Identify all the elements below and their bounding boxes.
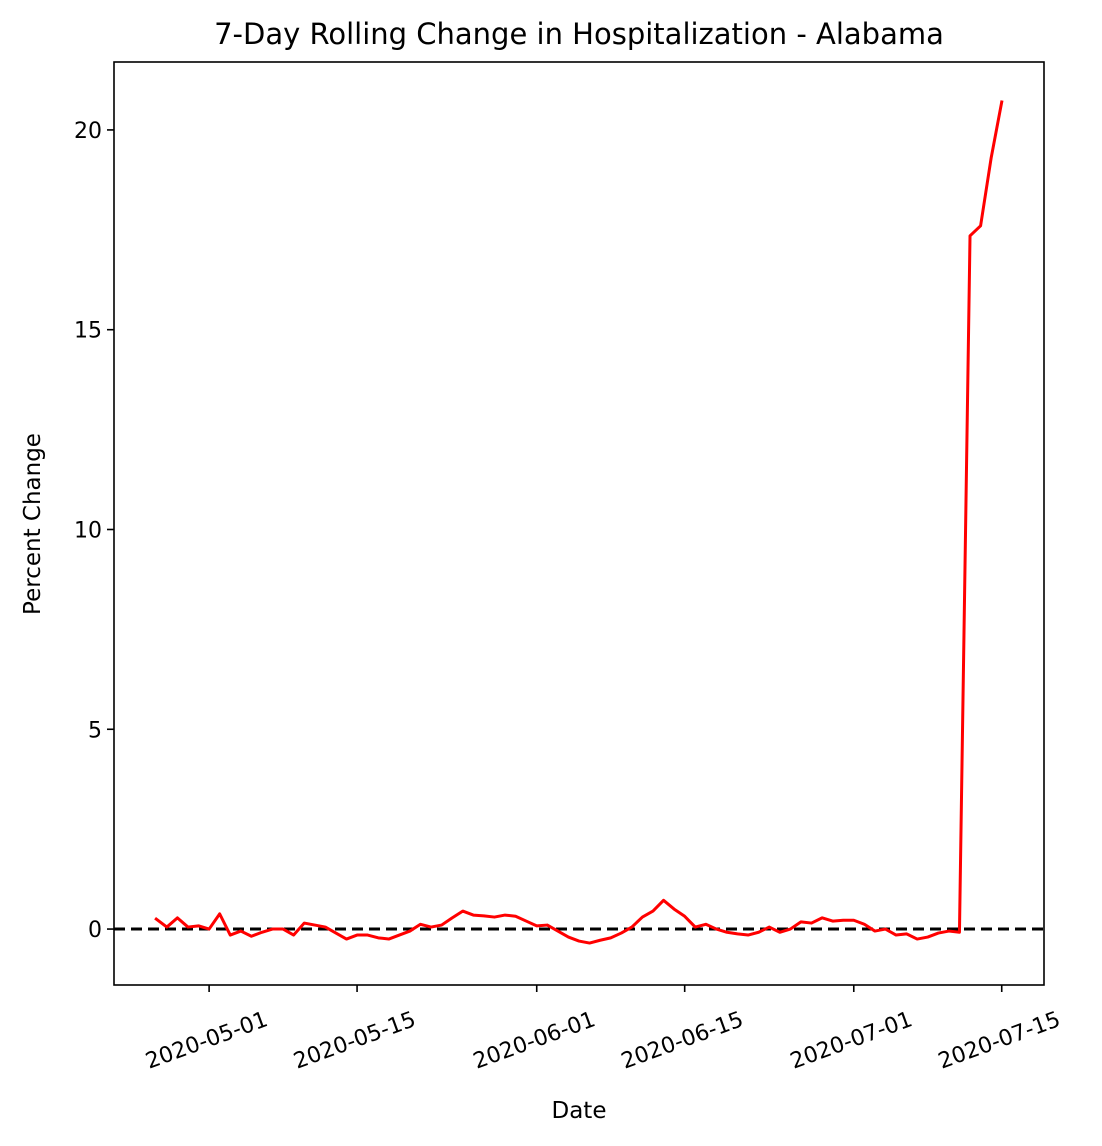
x-tick-label: 2020-05-15 <box>290 1007 419 1074</box>
chart-title: 7-Day Rolling Change in Hospitalization … <box>214 17 944 51</box>
y-tick-label: 10 <box>74 518 102 543</box>
x-tick-label: 2020-06-15 <box>618 1007 747 1074</box>
x-tick-label: 2020-07-15 <box>935 1007 1064 1074</box>
series-group <box>154 100 1004 945</box>
series-line <box>154 100 1004 945</box>
x-axis-label: Date <box>552 1098 607 1124</box>
y-tick-label: 20 <box>74 119 102 144</box>
y-axis-label: Percent Change <box>20 433 46 615</box>
x-axis: 2020-05-01 2020-05-15 2020-06-01 2020-06-15… <box>143 985 1064 1075</box>
x-tick-label: 2020-06-01 <box>470 1007 599 1074</box>
plot-frame <box>113 61 1045 986</box>
x-tick-label: 2020-05-01 <box>143 1007 272 1074</box>
y-tick-label: 5 <box>88 718 102 743</box>
y-axis: 0 5 10 15 20 <box>74 119 114 943</box>
y-tick-label: 15 <box>74 319 102 344</box>
x-tick-label: 2020-07-01 <box>787 1007 916 1074</box>
y-tick-label: 0 <box>88 918 102 943</box>
